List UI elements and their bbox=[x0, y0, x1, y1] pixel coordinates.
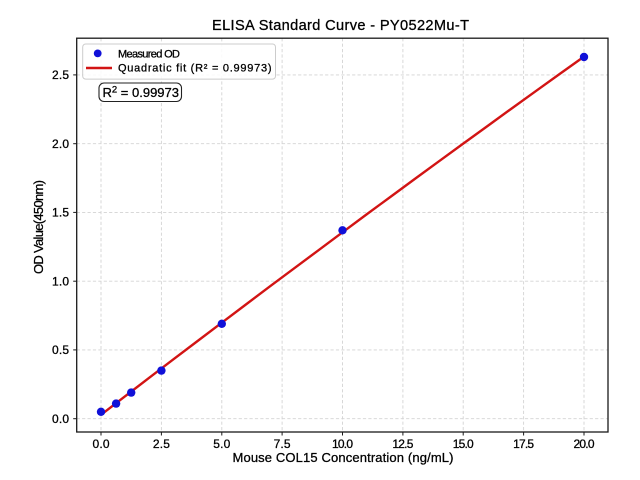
svg-text:0.5: 0.5 bbox=[52, 343, 69, 357]
svg-text:2.5: 2.5 bbox=[153, 437, 170, 451]
svg-text:OD Value(450nm): OD Value(450nm) bbox=[31, 180, 46, 274]
svg-text:1.0: 1.0 bbox=[52, 275, 69, 289]
svg-text:15.0: 15.0 bbox=[453, 437, 474, 451]
svg-text:Quadratic fit (R² = 0.99973): Quadratic fit (R² = 0.99973) bbox=[118, 63, 272, 75]
svg-text:10.0: 10.0 bbox=[332, 437, 353, 451]
svg-text:5.0: 5.0 bbox=[213, 437, 230, 451]
svg-text:2.0: 2.0 bbox=[52, 137, 69, 151]
svg-text:1.5: 1.5 bbox=[52, 206, 69, 220]
svg-text:2.5: 2.5 bbox=[52, 68, 69, 82]
svg-text:12.5: 12.5 bbox=[392, 437, 413, 451]
svg-text:17.5: 17.5 bbox=[513, 437, 534, 451]
svg-text:7.5: 7.5 bbox=[274, 437, 291, 451]
svg-text:ELISA Standard Curve - PY0522M: ELISA Standard Curve - PY0522Mu-T bbox=[212, 18, 469, 34]
svg-text:Mouse COL15 Concentration (ng/: Mouse COL15 Concentration (ng/mL) bbox=[233, 450, 454, 465]
svg-text:0.0: 0.0 bbox=[93, 437, 110, 451]
svg-text:R2 = 0.99973: R2 = 0.99973 bbox=[103, 85, 180, 100]
svg-text:0.0: 0.0 bbox=[52, 412, 69, 426]
svg-text:20.0: 20.0 bbox=[574, 437, 595, 451]
svg-text:Measured OD: Measured OD bbox=[118, 48, 180, 60]
